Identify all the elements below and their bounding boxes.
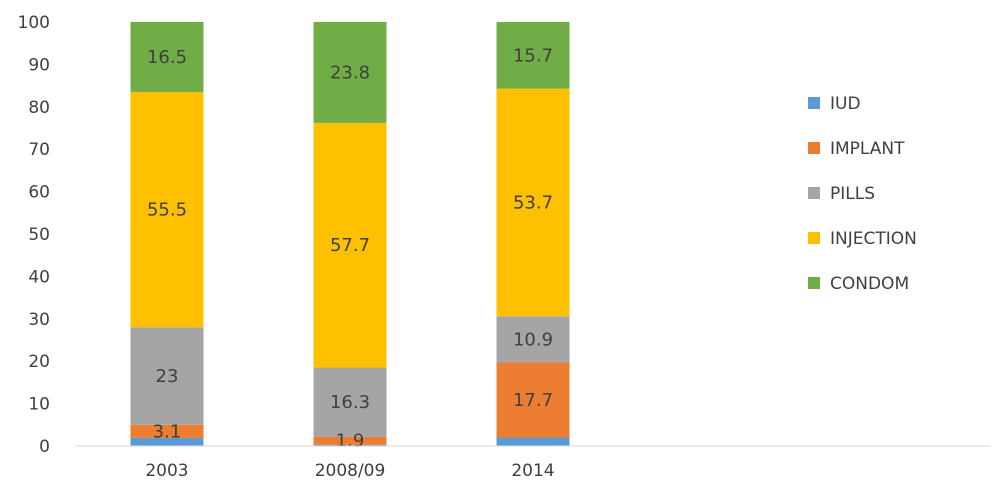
bar-segment-condom: [130, 22, 204, 92]
bar-segment-condom: [496, 22, 570, 89]
bar-segment-condom: [313, 22, 387, 123]
legend-swatch-pills: [808, 187, 820, 199]
y-tick-label: 0: [39, 437, 50, 457]
data-label-condom: 16.5: [147, 47, 187, 68]
legend: IUD IMPLANT PILLS INJECTION CONDOM: [808, 94, 917, 294]
legend-swatch-injection: [808, 232, 820, 244]
bar-segment-pills: [496, 316, 570, 363]
data-label-injection: 53.7: [513, 192, 553, 213]
x-axis: 2003 2008/09 2014: [145, 461, 554, 481]
y-tick-label: 80: [28, 98, 50, 118]
x-category-label: 2008/09: [315, 461, 386, 481]
legend-swatch-condom: [808, 277, 820, 289]
data-label-pills: 10.9: [513, 329, 553, 350]
bar-segment-pills: [130, 327, 204, 425]
bar-segment-injection: [496, 88, 570, 317]
legend-label-pills: PILLS: [830, 184, 875, 204]
legend-swatch-iud: [808, 97, 820, 109]
y-tick-label: 90: [28, 55, 50, 75]
legend-label-injection: INJECTION: [830, 229, 917, 249]
bar-segments: [130, 22, 570, 446]
y-tick-label: 50: [28, 225, 50, 245]
legend-label-condom: CONDOM: [830, 274, 909, 294]
bar-segment-iud: [496, 437, 570, 446]
x-category-label: 2014: [511, 461, 554, 481]
bar-segment-iud: [313, 444, 387, 446]
bar-segment-iud: [130, 437, 204, 446]
bar-segment-implant: [130, 424, 204, 438]
x-category-label: 2003: [145, 461, 188, 481]
y-tick-label: 20: [28, 352, 50, 372]
data-label-condom: 23.8: [330, 62, 370, 83]
y-tick-label: 10: [28, 395, 50, 415]
y-tick-label: 100: [18, 13, 50, 33]
legend-label-iud: IUD: [830, 94, 861, 114]
bar-segment-implant: [313, 436, 387, 445]
data-label-injection: 55.5: [147, 200, 187, 221]
data-label-injection: 57.7: [330, 235, 370, 256]
data-label-implant: 17.7: [513, 390, 553, 411]
data-label-pills: 23: [156, 366, 179, 387]
legend-swatch-implant: [808, 142, 820, 154]
legend-label-implant: IMPLANT: [830, 139, 905, 159]
bar-segment-pills: [313, 367, 387, 437]
y-tick-label: 40: [28, 267, 50, 287]
y-tick-label: 60: [28, 183, 50, 203]
bar-segment-injection: [313, 122, 387, 368]
y-tick-label: 30: [28, 310, 50, 330]
data-label-condom: 15.7: [513, 45, 553, 66]
data-label-pills: 16.3: [330, 392, 370, 413]
bar-segment-implant: [496, 362, 570, 438]
y-axis: 0 10 20 30 40 50 60 70 80 90 100: [18, 13, 50, 457]
y-tick-label: 70: [28, 140, 50, 160]
data-label-implant: 3.1: [153, 421, 182, 442]
data-label-implant: 1.9: [336, 431, 365, 452]
bar-segment-injection: [130, 91, 204, 328]
